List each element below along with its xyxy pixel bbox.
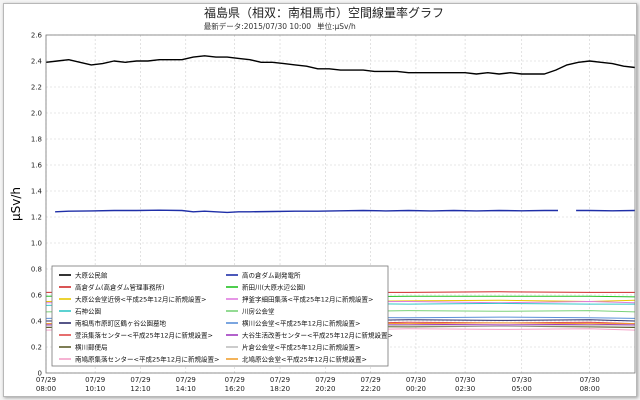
y-axis-label: μSv/h: [9, 187, 23, 221]
legend-label: 北鳩原公会堂<平成25年12月に新規設置>: [242, 354, 367, 363]
grid: [45, 34, 635, 374]
y-tick-label: 1.8: [31, 136, 42, 144]
x-tick-date: 07/29: [361, 376, 381, 384]
y-tick-label: 0: [38, 370, 42, 378]
legend-label: 片倉公会堂<平成25年12月に新規設置>: [242, 342, 360, 351]
legend-label: 川房公会堂: [242, 306, 275, 315]
chart-frame: 福島県（相双：南相馬市）空間線量率グラフ 最新データ:2015/07/30 10…: [3, 3, 637, 397]
legend-label: 大原公民館: [75, 270, 108, 279]
x-tick-date: 07/30: [512, 376, 532, 384]
y-tick-label: 0.6: [31, 292, 43, 300]
legend-label: 大原公会堂近傍<平成25年12月に新規設置>: [75, 294, 206, 303]
legend-label: 南鳩原集落センター<平成25年12月に新規設置>: [75, 354, 219, 363]
x-tick-date: 07/29: [225, 376, 245, 384]
legend-label: 横川郵便局: [75, 342, 108, 351]
legend-label: 押釜字細田集落<平成25年12月に新規設置>: [242, 294, 373, 303]
legend-label: 大谷生活改善センター<平成25年12月に新規設置>: [242, 330, 393, 339]
y-tick-label: 1.2: [31, 214, 42, 222]
x-tick-time: 08:00: [580, 385, 600, 393]
legend-label: 高倉ダム(高倉ダム管理事務所): [75, 282, 165, 291]
x-tick-time: 22:20: [361, 385, 381, 393]
series-line: [45, 55, 636, 75]
x-tick-date: 07/30: [406, 376, 426, 384]
x-tick-date: 07/29: [130, 376, 150, 384]
legend-label: 南相馬市原町区鶴ヶ谷公園墓地: [75, 318, 167, 327]
y-tick-label: 1.6: [31, 162, 43, 170]
x-tick-date: 07/29: [270, 376, 290, 384]
y-tick-label: 0.2: [31, 344, 42, 352]
x-tick-date: 07/29: [36, 376, 56, 384]
x-tick-date: 07/29: [176, 376, 196, 384]
x-tick-time: 05:00: [512, 385, 532, 393]
x-tick-date: 07/30: [455, 376, 475, 384]
x-tick-time: 10:10: [85, 385, 105, 393]
line-chart: 福島県（相双：南相馬市）空間線量率グラフ 最新データ:2015/07/30 10…: [9, 5, 636, 393]
legend-label: 石神公園: [75, 306, 101, 315]
x-tick-time: 20:20: [315, 385, 335, 393]
legend-label: 萱浜集落センター<平成25年12月に新規設置>: [75, 330, 213, 339]
legend-box: [51, 265, 389, 367]
y-tick-label: 2.0: [31, 110, 42, 118]
y-tick-label: 0.8: [31, 266, 42, 274]
x-tick-date: 07/29: [315, 376, 335, 384]
y-tick-label: 2.2: [31, 84, 42, 92]
y-tick-label: 2.4: [31, 58, 43, 66]
x-tick-time: 00:20: [406, 385, 426, 393]
y-tick-label: 1.0: [31, 240, 42, 248]
y-tick-label: 2.6: [31, 32, 43, 40]
y-axis: 0 0.2 0.4 0.6 0.8 1.0 1.2 1.4 1.6 1.8 2.0 2.2 2.4 2.6: [31, 32, 43, 378]
chart-title: 福島県（相双：南相馬市）空間線量率グラフ: [204, 5, 444, 20]
unit-label: 単位:μSv/h: [317, 21, 356, 31]
y-tick-label: 0.4: [31, 318, 43, 326]
x-tick-time: 18:20: [270, 385, 290, 393]
x-tick-time: 16:20: [225, 385, 245, 393]
legend-label: 新田川(大原水辺公園): [242, 282, 306, 291]
x-axis: 07/2908:0007/2910:1007/2912:1007/2914:10…: [36, 376, 600, 393]
legend-label: 高の倉ダム副発電所: [242, 270, 301, 279]
x-tick-time: 08:00: [36, 385, 56, 393]
x-tick-date: 07/30: [580, 376, 600, 384]
x-tick-date: 07/29: [85, 376, 105, 384]
legend-label: 横川公会堂<平成25年12月に新規設置>: [242, 318, 360, 327]
latest-data-label: 最新データ:2015/07/30 10:00: [204, 21, 311, 31]
x-tick-time: 14:10: [176, 385, 196, 393]
plot-border: [45, 34, 636, 374]
y-tick-label: 1.4: [31, 188, 43, 196]
x-tick-time: 02:30: [455, 385, 475, 393]
x-tick-time: 12:10: [130, 385, 150, 393]
series-line: [55, 209, 558, 214]
